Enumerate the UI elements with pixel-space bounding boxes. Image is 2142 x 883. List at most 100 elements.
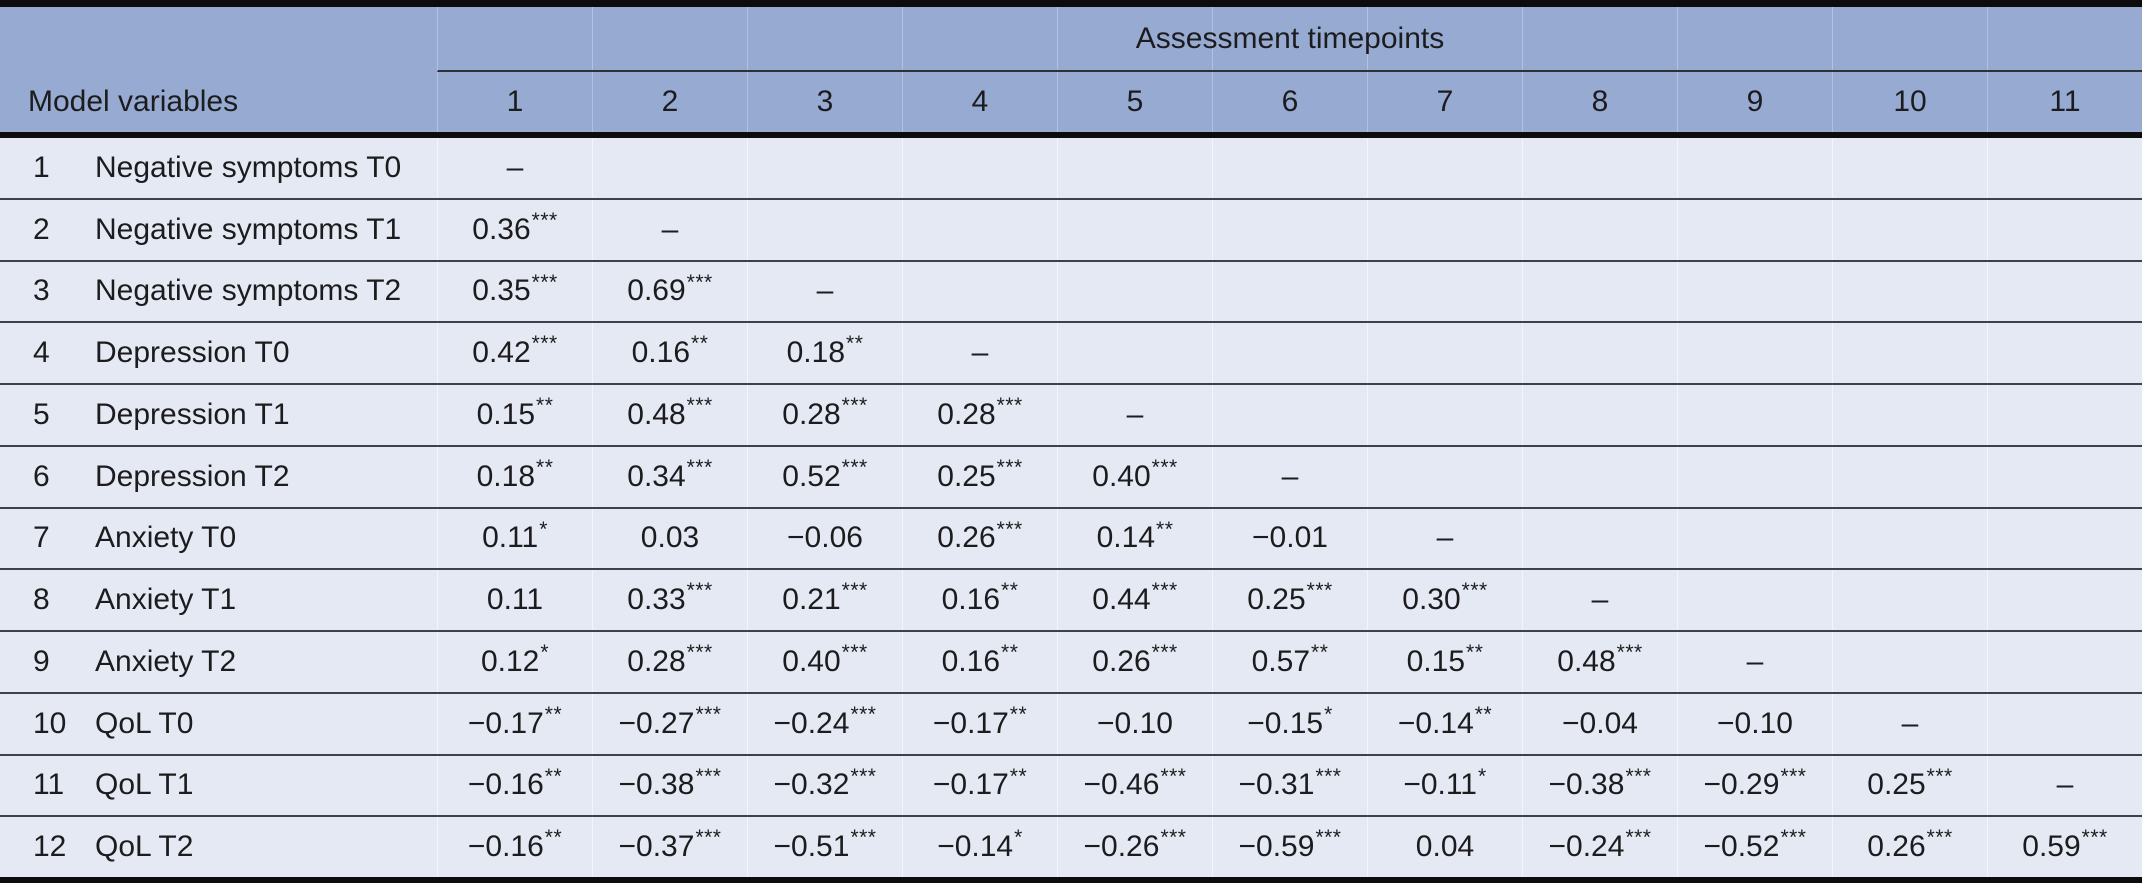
row-variable-label: Negative symptoms T1 [95,212,402,246]
correlation-cell: 0.40 *** [747,632,902,692]
correlation-cell: −0.51 *** [747,817,902,877]
correlation-cell: 0.25 *** [1212,570,1367,630]
correlation-cell: 0.36 *** [437,199,592,260]
correlation-cell: −0.37 *** [592,817,747,877]
correlation-cell: – [437,138,592,198]
correlation-cell: −0.17 ** [437,693,592,754]
correlation-cell: −0.29 *** [1677,755,1832,816]
correlation-cell [1367,261,1522,322]
row-variable-label: Anxiety T1 [95,583,237,617]
correlation-cell [902,261,1057,322]
correlation-cell [1677,446,1832,507]
column-header-5: 5 [1057,72,1212,132]
row-label-cell: 10 QoL T0 [0,694,437,754]
correlation-cell: −0.52 *** [1677,817,1832,877]
correlation-cell: −0.27 *** [592,693,747,754]
correlation-cell [1057,199,1212,260]
correlation-cell: 0.28 *** [902,385,1057,445]
correlation-cell [1987,385,2142,445]
correlation-cell: 0.40 *** [1057,446,1212,507]
row-variable-label: QoL T0 [95,706,194,740]
correlation-cell [1987,693,2142,754]
column-header-8: 8 [1522,72,1677,132]
correlation-cell: −0.38 *** [1522,755,1677,816]
table-row-5: 5 Depression T1 0.15 ** 0.48 *** 0.28 *** 0.28 **… [0,383,2142,445]
correlation-cell: – [1677,632,1832,692]
correlation-cell: −0.14 ** [1367,693,1522,754]
correlation-cell [1987,261,2142,322]
row-number: 2 [33,212,50,246]
correlation-cell: – [1522,570,1677,630]
correlation-cell [1212,199,1367,260]
correlation-cell: – [902,323,1057,383]
table-row-3: 3 Negative symptoms T2 0.35 *** 0.69 *** – [0,259,2142,322]
correlation-cell: 0.28 *** [747,385,902,445]
row-label-cell: 3 Negative symptoms T2 [0,262,437,322]
row-variable-label: Anxiety T2 [95,644,237,678]
row-number: 6 [33,459,50,493]
correlation-cell: −0.15 * [1212,693,1367,754]
row-number: 4 [33,336,50,370]
table-body: 1 Negative symptoms T0 – 2 Negative symptoms… [0,138,2142,877]
correlation-cell [1057,138,1212,198]
row-number: 11 [33,768,65,802]
correlation-cell: 0.48 *** [592,385,747,445]
correlation-cell [1832,261,1987,322]
correlation-cell [1212,323,1367,383]
correlation-cell: 0.04 [1367,817,1522,877]
correlation-cell: 0.18 ** [747,323,902,383]
column-header-4: 4 [902,72,1057,132]
row-label-cell: 7 Anxiety T0 [0,509,437,569]
correlation-cell [1212,385,1367,445]
row-label-cell: 2 Negative symptoms T1 [0,200,437,260]
correlation-cell: 0.59 *** [1987,817,2142,877]
correlation-cell: 0.03 [592,508,747,569]
correlation-cell: −0.14 * [902,817,1057,877]
correlation-cell [747,199,902,260]
column-header-6: 6 [1212,72,1367,132]
correlation-cell [1367,385,1522,445]
correlation-cell: −0.24 *** [747,693,902,754]
correlation-cell [1987,570,2142,630]
correlation-cell: 0.28 *** [592,632,747,692]
correlation-cell: −0.16 ** [437,817,592,877]
correlation-cell [1677,570,1832,630]
correlation-cell: 0.16 ** [592,323,747,383]
row-number: 9 [33,644,50,678]
correlation-cell: −0.06 [747,508,902,569]
correlation-cell: −0.59 *** [1212,817,1367,877]
correlation-cell: – [747,261,902,322]
column-header-7: 7 [1367,72,1522,132]
correlation-cell: −0.46 *** [1057,755,1212,816]
correlation-cell [1677,323,1832,383]
correlation-cell: −0.16 ** [437,755,592,816]
correlation-cell: 0.26 *** [902,508,1057,569]
table-row-1: 1 Negative symptoms T0 – [0,138,2142,198]
correlation-cell [1522,261,1677,322]
table-row-2: 2 Negative symptoms T1 0.36 *** – [0,197,2142,260]
row-variable-label: Depression T1 [95,397,290,431]
correlation-cell [1832,385,1987,445]
row-label-cell: 4 Depression T0 [0,323,437,383]
correlation-cell [1832,323,1987,383]
correlation-cell [1677,508,1832,569]
row-label-cell: 6 Depression T2 [0,447,437,507]
row-label-cell: 12 QoL T2 [0,817,437,877]
correlation-cell [1987,199,2142,260]
assessment-timepoints-label: Assessment timepoints [1135,21,1445,55]
row-number: 8 [33,583,50,617]
correlation-cell: −0.10 [1677,693,1832,754]
correlation-cell: 0.42 *** [437,323,592,383]
row-number: 10 [33,706,67,740]
correlation-cell: 0.15 ** [1367,632,1522,692]
correlation-cell [1212,261,1367,322]
correlation-cell: 0.52 *** [747,446,902,507]
correlation-cell: 0.14 ** [1057,508,1212,569]
correlation-cell: 0.18 ** [437,446,592,507]
correlation-cell: 0.33 *** [592,570,747,630]
correlation-cell: −0.26 *** [1057,817,1212,877]
row-number: 1 [33,150,50,184]
row-number: 5 [33,397,50,431]
